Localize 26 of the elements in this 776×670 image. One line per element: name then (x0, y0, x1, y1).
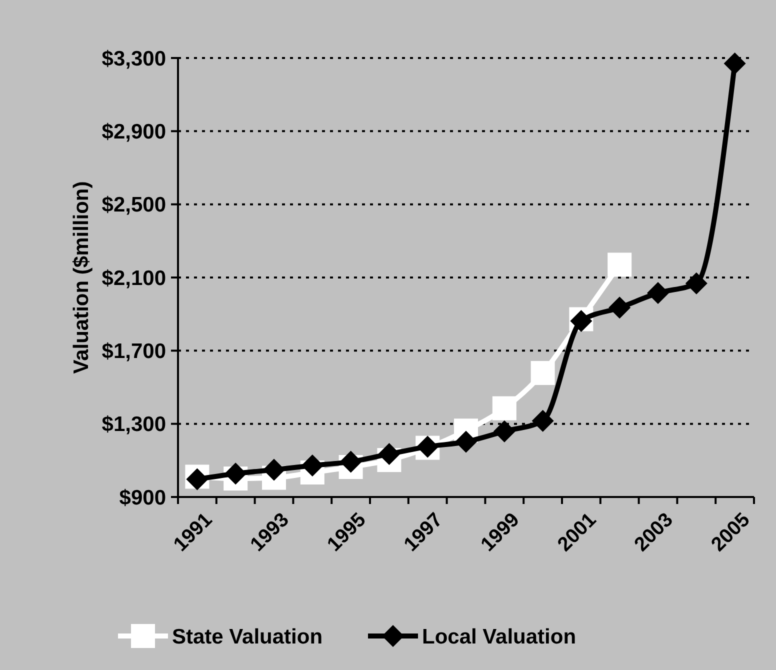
y-tick-label: $2,100 (102, 266, 166, 290)
point (647, 282, 669, 304)
point (608, 296, 631, 319)
point (530, 360, 555, 385)
y-tick-label: $2,900 (102, 120, 166, 144)
point (455, 430, 477, 453)
y-tick-label: $1,700 (102, 340, 166, 364)
point (685, 272, 708, 294)
y-axis-title: Valuation ($million) (70, 181, 93, 374)
point (224, 462, 247, 485)
point (301, 454, 324, 477)
point (378, 443, 400, 466)
y-tick-label: $2,500 (102, 194, 166, 217)
point (532, 410, 554, 432)
legend-label: Local Valuation (422, 625, 576, 648)
legend-label: State Valuation (172, 625, 323, 648)
point (493, 420, 516, 442)
point (340, 450, 362, 473)
y-tick-label: $900 (119, 486, 166, 510)
y-tick-label: $3,300 (102, 47, 166, 70)
point (724, 52, 746, 74)
point (608, 252, 632, 277)
y-tick-label: $1,300 (102, 413, 166, 436)
point (186, 468, 208, 490)
point (263, 458, 285, 481)
point (492, 396, 516, 420)
